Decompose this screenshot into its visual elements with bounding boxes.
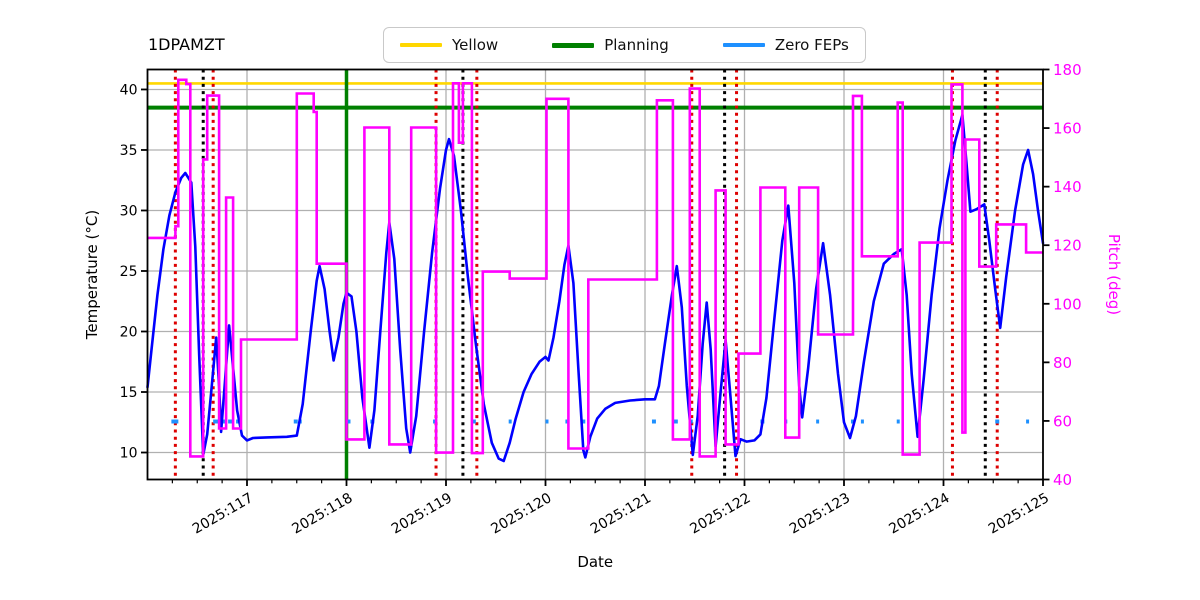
y-left-tick-label: 30	[120, 203, 138, 219]
legend-item-planning: Planning	[552, 36, 669, 54]
y-axis-label-left: Temperature (°C)	[83, 210, 101, 340]
y-right-tick-label: 160	[1053, 120, 1082, 138]
legend-item-yellow: Yellow	[400, 36, 498, 54]
x-tick-label: 2025:121	[588, 490, 654, 537]
legend-label-planning: Planning	[604, 36, 669, 54]
x-tick-label: 2025:123	[787, 490, 853, 537]
x-tick-label: 2025:125	[986, 490, 1052, 537]
y-right-tick-label: 180	[1053, 61, 1082, 79]
x-tick-label: 2025:119	[389, 490, 455, 537]
legend: Yellow Planning Zero FEPs	[383, 27, 866, 63]
y-left-tick-label: 40	[120, 82, 138, 98]
y-right-tick-label: 100	[1053, 295, 1082, 313]
pitch-line	[147, 78, 1043, 458]
x-tick-label: 2025:117	[190, 490, 256, 537]
x-tick-label: 2025:120	[488, 490, 554, 537]
legend-item-zero-feps: Zero FEPs	[722, 36, 849, 54]
zero-feps-line-swatch	[722, 43, 765, 47]
y-right-tick-label: 140	[1053, 178, 1082, 196]
y-right-tick-label: 40	[1053, 471, 1072, 489]
y-axis-label-right: Pitch (deg)	[1105, 234, 1123, 315]
y-left-tick-label: 15	[120, 385, 138, 401]
x-tick-label: 2025:124	[886, 490, 952, 537]
x-tick-label: 2025:122	[687, 490, 753, 537]
yellow-line-swatch	[400, 43, 442, 47]
temperature-line	[146, 113, 1045, 463]
axes-spines	[146, 68, 1044, 481]
y-left-tick-label: 35	[120, 143, 138, 159]
y-right-tick-label: 60	[1053, 412, 1072, 430]
y-left-tick-label: 10	[120, 446, 138, 462]
planning-line-swatch	[552, 42, 595, 48]
chart-title: 1DPAMZT	[148, 35, 225, 54]
x-axis-label: Date	[577, 553, 613, 571]
legend-label-yellow: Yellow	[452, 36, 499, 54]
y-right-tick-label: 120	[1053, 237, 1082, 255]
x-tick-label: 2025:118	[289, 490, 355, 537]
y-left-tick-label: 25	[120, 264, 138, 280]
y-left-tick-label: 20	[120, 324, 138, 340]
legend-label-zero-feps: Zero FEPs	[774, 36, 849, 54]
y-right-tick-label: 80	[1053, 354, 1072, 372]
